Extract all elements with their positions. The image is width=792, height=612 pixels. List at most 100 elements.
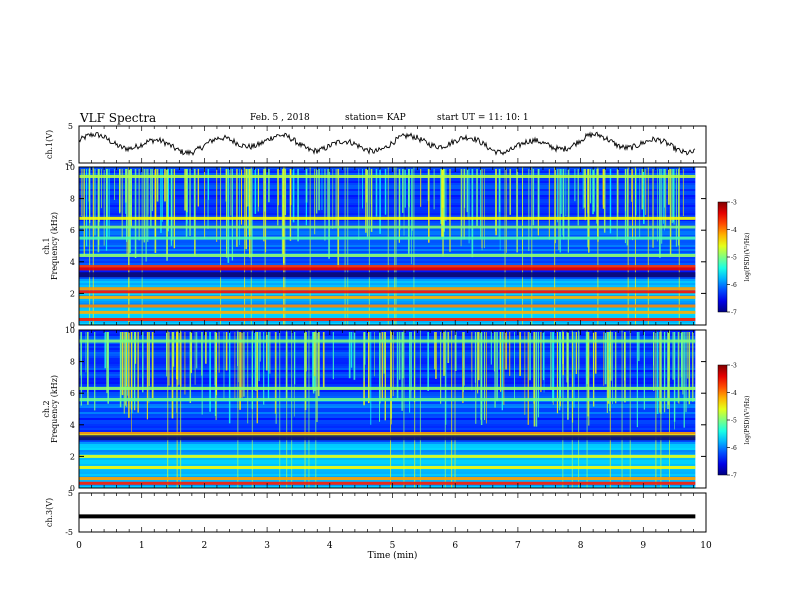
spectrogram-row	[79, 293, 696, 295]
spectrogram-row	[79, 279, 696, 281]
spectrogram-row	[79, 169, 696, 171]
spectrogram-row	[79, 303, 696, 305]
narrowband-line	[79, 216, 696, 220]
spectrogram-row	[79, 362, 696, 364]
x-axis-label: Time (min)	[368, 550, 418, 561]
spectrogram-row	[79, 187, 696, 189]
colorbar-tick-label: -4	[731, 227, 737, 234]
spectrogram-row	[79, 193, 696, 195]
spectrogram-row	[79, 179, 696, 181]
spectrogram-image-ch1	[79, 167, 696, 325]
spectrogram-row	[79, 309, 696, 311]
spectrogram-row	[79, 283, 696, 285]
spectrogram-row	[79, 207, 696, 209]
station-label: station= KAP	[345, 113, 406, 123]
spectrogram-row	[79, 448, 696, 450]
spectrogram-row	[79, 472, 696, 474]
figure-title: VLF Spectra	[80, 111, 157, 125]
spectrogram-row	[79, 406, 696, 408]
spectrogram-row	[79, 368, 696, 370]
spectrogram-row	[79, 219, 696, 221]
spectrogram-row	[79, 223, 696, 225]
spectrogram-row	[79, 460, 696, 462]
spectrogram-row	[79, 173, 696, 175]
spectrogram-row	[79, 243, 696, 245]
colorbar-tick-label: -7	[731, 310, 737, 317]
spectrogram-row	[79, 376, 696, 378]
spectrogram-row	[79, 384, 696, 386]
spectrogram-row	[79, 408, 696, 410]
spectrogram-row	[79, 338, 696, 340]
y-tick-label: 2	[70, 289, 75, 298]
spectrogram-row	[79, 321, 696, 323]
colorbar-label: log(PSD)(V²/Hz)	[744, 396, 751, 445]
spectrogram-row	[79, 199, 696, 201]
ch1-trace	[78, 131, 696, 156]
spectrogram-row	[79, 213, 696, 215]
spectrogram-row	[79, 301, 696, 303]
spectrogram-row	[79, 396, 696, 398]
narrowband-line	[79, 477, 696, 481]
x-tick-label: 6	[452, 541, 458, 551]
y-tick-label: -5	[65, 528, 73, 537]
spectrogram-row	[79, 229, 696, 231]
spectrogram-row	[79, 366, 696, 368]
spectrogram-row	[79, 404, 696, 406]
spectrogram-row	[79, 231, 696, 233]
y-axis-label: ch.2	[42, 400, 51, 417]
spectrogram-row	[79, 346, 696, 348]
spectrogram-row	[79, 416, 696, 418]
narrowband-line	[79, 386, 696, 390]
panel-frame	[78, 492, 707, 533]
narrowband-line	[79, 265, 696, 269]
narrowband-line	[79, 317, 696, 321]
y-tick-label: 5	[68, 122, 73, 131]
narrowband-line	[79, 290, 696, 294]
spectrogram-row	[79, 426, 696, 428]
spectrogram-row	[79, 241, 696, 243]
x-tick-label: 3	[264, 541, 270, 551]
spectrogram-row	[79, 356, 696, 358]
narrowband-line	[79, 225, 696, 229]
narrowband-line	[79, 304, 696, 308]
spectrogram-row	[79, 342, 696, 344]
narrowband-line	[79, 465, 696, 469]
spectrogram-row	[79, 412, 696, 414]
spectrogram-row	[79, 374, 696, 376]
narrowband-line	[79, 339, 696, 343]
spectrogram-row	[79, 183, 696, 185]
spectrogram-row	[79, 440, 696, 442]
spectrogram-row	[79, 390, 696, 392]
spectrogram-row	[79, 430, 696, 432]
narrowband-line	[79, 174, 696, 178]
spectrogram-row	[79, 167, 696, 169]
y-tick-label: 2	[70, 452, 75, 461]
narrowband-line	[79, 431, 696, 435]
spectrogram-row	[79, 277, 696, 279]
spectrogram-row	[79, 334, 696, 336]
spectrogram-row	[79, 452, 696, 454]
y-tick-label: 0	[70, 321, 75, 330]
y-tick-label: 8	[70, 195, 75, 204]
spectrogram-row	[79, 360, 696, 362]
spectrogram-row	[79, 402, 696, 404]
y-tick-label: 0	[70, 484, 75, 493]
colorbar-tick-label: -4	[731, 390, 737, 397]
spectrogram-row	[79, 307, 696, 309]
colorbar-tick-label: -6	[731, 445, 737, 452]
spectrogram-row	[79, 424, 696, 426]
spectrogram-row	[79, 323, 696, 325]
x-tick-label: 9	[640, 541, 646, 551]
spectrogram-row	[79, 330, 696, 332]
y-axis-label: Frequency (kHz)	[50, 375, 59, 443]
spectrogram-row	[79, 352, 696, 354]
start-time-label: start UT = 11: 10: 1	[437, 113, 529, 123]
spectrogram-row	[79, 313, 696, 315]
spectrogram-row	[79, 350, 696, 352]
spectrogram-row	[79, 480, 696, 482]
spectrogram-row	[79, 372, 696, 374]
spectrogram-row	[79, 205, 696, 207]
spectrogram-row	[79, 414, 696, 416]
spectrogram-row	[79, 271, 696, 273]
spectrogram-row	[79, 201, 696, 203]
